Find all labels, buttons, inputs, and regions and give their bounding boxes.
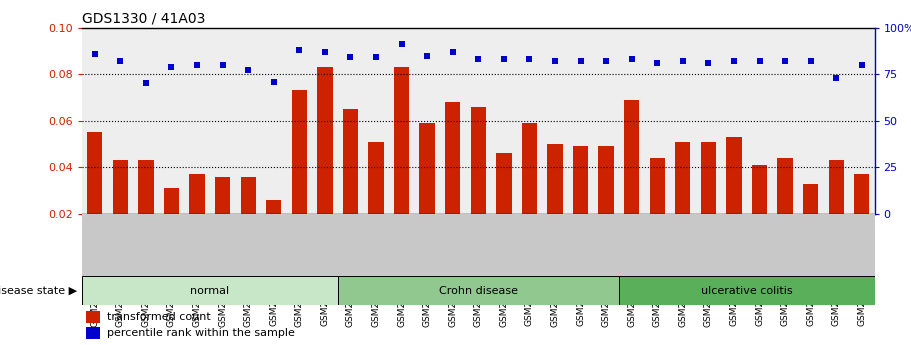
Point	[138, 81, 153, 86]
Point	[522, 57, 537, 62]
Bar	[343, 109, 358, 214]
Point	[778, 58, 793, 64]
Bar	[650, 158, 665, 214]
Point	[676, 58, 691, 64]
Point	[599, 58, 613, 64]
Bar	[82, 276, 338, 305]
Text: normal: normal	[190, 286, 230, 296]
Point	[266, 79, 281, 85]
Bar	[215, 177, 230, 214]
Bar	[138, 160, 154, 214]
Point	[189, 62, 204, 68]
Point	[164, 64, 179, 69]
Point	[701, 60, 716, 66]
Bar	[189, 174, 205, 214]
Point	[215, 62, 230, 68]
Bar	[86, 327, 100, 339]
Bar	[548, 144, 563, 214]
Point	[471, 57, 486, 62]
Bar	[777, 158, 793, 214]
Text: disease state ▶: disease state ▶	[0, 286, 77, 296]
Bar	[624, 100, 640, 214]
Point	[113, 58, 128, 64]
Bar	[599, 146, 614, 214]
Point	[318, 49, 333, 55]
Bar	[522, 123, 537, 214]
Point	[624, 57, 639, 62]
Bar	[752, 165, 767, 214]
Point	[548, 58, 562, 64]
Bar	[86, 310, 100, 323]
Text: percentile rank within the sample: percentile rank within the sample	[107, 328, 295, 338]
Point	[804, 58, 818, 64]
Bar	[266, 200, 281, 214]
Text: transformed count: transformed count	[107, 312, 211, 322]
Text: Crohn disease: Crohn disease	[439, 286, 517, 296]
Bar	[87, 132, 102, 214]
Point	[727, 58, 742, 64]
Bar	[803, 184, 818, 214]
Text: GDS1330 / 41A03: GDS1330 / 41A03	[82, 11, 205, 25]
Point	[369, 55, 384, 60]
Point	[573, 58, 588, 64]
Bar	[701, 142, 716, 214]
Point	[855, 62, 869, 68]
Point	[420, 53, 435, 58]
Point	[752, 58, 767, 64]
Bar	[675, 142, 691, 214]
Point	[87, 51, 102, 57]
Point	[292, 47, 307, 53]
Point	[829, 75, 844, 81]
Point	[394, 42, 409, 47]
Point	[650, 60, 664, 66]
Bar	[317, 67, 333, 214]
Bar	[471, 107, 486, 214]
Point	[241, 68, 255, 73]
Bar	[241, 177, 256, 214]
Bar	[619, 276, 875, 305]
Bar	[113, 160, 128, 214]
Bar	[368, 142, 384, 214]
Bar	[726, 137, 742, 214]
Bar	[828, 160, 844, 214]
Bar	[292, 90, 307, 214]
Bar	[573, 146, 589, 214]
Bar	[855, 174, 869, 214]
Point	[343, 55, 358, 60]
Text: ulcerative colitis: ulcerative colitis	[701, 286, 793, 296]
Bar	[445, 102, 460, 214]
Point	[445, 49, 460, 55]
Bar	[338, 276, 619, 305]
Bar	[394, 67, 409, 214]
Point	[496, 57, 511, 62]
Bar	[496, 153, 511, 214]
Bar	[164, 188, 179, 214]
Bar	[419, 123, 435, 214]
